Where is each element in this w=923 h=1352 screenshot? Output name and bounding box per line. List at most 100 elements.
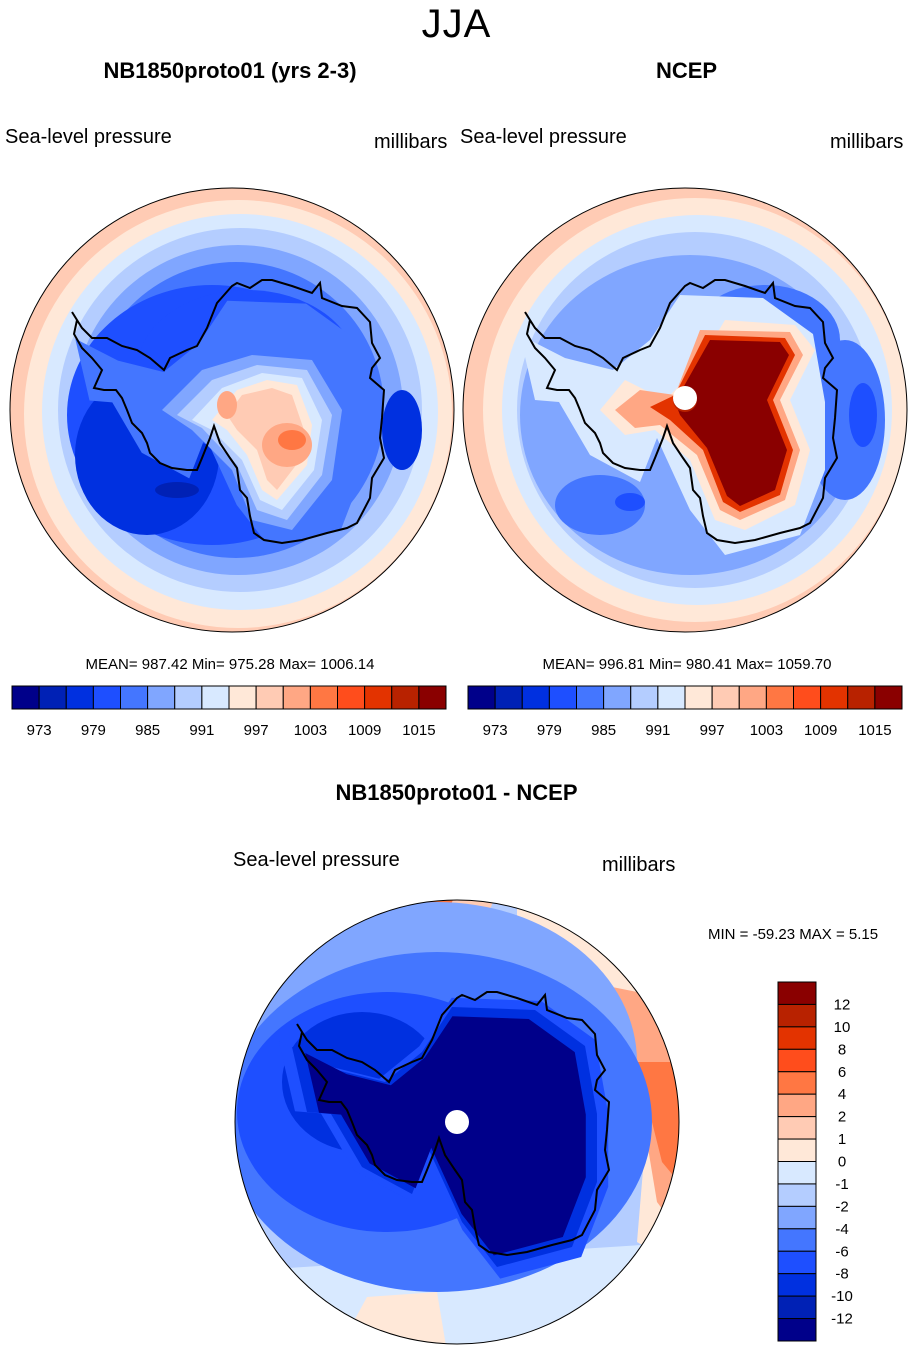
colorbar-tick-label: 1009 — [804, 722, 837, 739]
colorbar-swatch — [777, 1250, 817, 1275]
pos-east-b — [587, 982, 679, 1242]
low-east — [382, 390, 422, 470]
variable-label-obs: Sea-level pressure — [460, 126, 627, 148]
colorbar-swatch — [65, 685, 94, 710]
colorbar-swatch — [255, 685, 284, 710]
variable-label-model: Sea-level pressure — [5, 126, 172, 148]
colorbar-swatch — [793, 685, 822, 710]
panel-title-diff: NB1850proto01 - NCEP — [335, 780, 578, 805]
colorbar-swatch — [92, 685, 121, 710]
colorbar-tick-label: -10 — [831, 1288, 853, 1305]
colorbar-swatch — [630, 685, 659, 710]
colorbar-tick-label: 1 — [838, 1131, 846, 1148]
colorbar-swatch — [228, 685, 257, 710]
colorbar-swatch — [657, 685, 686, 710]
colorbar-swatch — [738, 685, 767, 710]
low-east-core — [849, 383, 877, 447]
colorbar-tick-label: 10 — [834, 1019, 851, 1036]
units-label-obs: millibars — [830, 131, 904, 153]
coastline — [524, 279, 839, 545]
colorbar-obs: 973 979 985 991 997 1003 1009 1015 — [467, 685, 903, 739]
colorbar-swatch — [391, 685, 420, 710]
colorbar-swatch — [820, 685, 849, 710]
colorbar-swatch — [174, 685, 203, 710]
colorbar-tick-label: -12 — [831, 1311, 853, 1328]
colorbar-swatch — [603, 685, 632, 710]
colorbar-swatch — [847, 685, 876, 710]
colorbar-swatch — [777, 1205, 817, 1230]
panel-title-model: NB1850proto01 (yrs 2-3) — [103, 58, 357, 83]
colorbar-tick-label: 0 — [838, 1154, 846, 1171]
map-diff — [235, 900, 679, 1344]
colorbar-tick-label: 985 — [591, 722, 616, 739]
colorbar-swatch — [120, 685, 149, 710]
colorbar-swatch — [777, 1071, 817, 1095]
colorbar-tick-label: 1015 — [402, 722, 435, 739]
units-label-model: millibars — [374, 131, 448, 153]
variable-label-diff: Sea-level pressure — [233, 849, 400, 871]
colorbar-swatch — [282, 685, 311, 710]
colorbar-tick-label: 979 — [537, 722, 562, 739]
coastline — [71, 279, 386, 545]
colorbar-swatch — [521, 685, 550, 710]
pos-east-core — [637, 1062, 679, 1192]
colorbar-tick-label: 973 — [483, 722, 508, 739]
stats-diff: MIN = -59.23 MAX = 5.15 — [708, 926, 879, 943]
land-m12 — [305, 1016, 586, 1256]
colorbar-swatch — [147, 685, 176, 710]
colorbar-swatch — [777, 1003, 817, 1028]
map-obs — [463, 188, 907, 632]
figure-title: JJA — [421, 2, 492, 46]
colorbar-swatch — [777, 1183, 817, 1207]
low-amundsen — [555, 475, 645, 535]
panel-title-obs: NCEP — [655, 58, 718, 83]
missing-data-pole — [673, 386, 697, 410]
colorbar-tick-label: 6 — [838, 1064, 846, 1081]
colorbar-tick-label: 4 — [838, 1086, 846, 1103]
colorbar-swatch — [364, 685, 393, 710]
colorbar-swatch — [576, 685, 605, 710]
stats-model: MEAN= 987.42 Min= 975.28 Max= 1006.14 — [85, 656, 375, 673]
contour-1015-land — [675, 340, 789, 506]
colorbar-tick-label: -2 — [835, 1198, 848, 1215]
colorbar-tick-label: 979 — [81, 722, 106, 739]
colorbar-swatch — [494, 685, 523, 710]
missing-data-pole — [445, 1110, 469, 1134]
colorbar-swatch — [777, 1026, 817, 1050]
low-core — [155, 482, 199, 498]
colorbar-swatch — [777, 1138, 817, 1162]
colorbar-swatch — [777, 981, 817, 1005]
colorbar-swatch — [765, 685, 794, 710]
map-border-diff — [234, 899, 680, 1345]
colorbar-swatch — [777, 1295, 817, 1320]
colorbar-swatch — [418, 685, 447, 710]
colorbar-swatch — [337, 685, 366, 710]
stats-obs: MEAN= 996.81 Min= 980.41 Max= 1059.70 — [542, 656, 832, 673]
colorbar-tick-label: -6 — [835, 1243, 848, 1260]
colorbar-tick-label: 973 — [27, 722, 52, 739]
colorbar-tick-label: 1003 — [294, 722, 327, 739]
colorbar-swatch — [777, 1228, 817, 1252]
colorbar-swatch — [777, 1093, 817, 1118]
colorbar-swatch — [711, 685, 740, 710]
contour-1003b — [217, 391, 237, 419]
low-amundsen-core — [615, 493, 645, 511]
colorbar-swatch — [38, 685, 67, 710]
colorbar-tick-label: 12 — [834, 996, 851, 1013]
map-border-obs — [462, 187, 908, 633]
colorbar-tick-label: 1009 — [348, 722, 381, 739]
colorbar-swatch — [309, 685, 338, 710]
colorbar-tick-label: 1015 — [858, 722, 891, 739]
colorbar-tick-label: 991 — [189, 722, 214, 739]
colorbar-tick-label: -1 — [835, 1176, 848, 1193]
colorbar-tick-label: 991 — [645, 722, 670, 739]
colorbar-swatch — [467, 685, 496, 710]
units-label-diff: millibars — [602, 854, 676, 876]
colorbar-tick-label: -8 — [835, 1266, 848, 1283]
colorbar-tick-label: 2 — [838, 1109, 846, 1126]
contour-1006 — [278, 430, 306, 450]
colorbar-swatch — [777, 1318, 817, 1342]
colorbar-swatch — [777, 1161, 817, 1185]
